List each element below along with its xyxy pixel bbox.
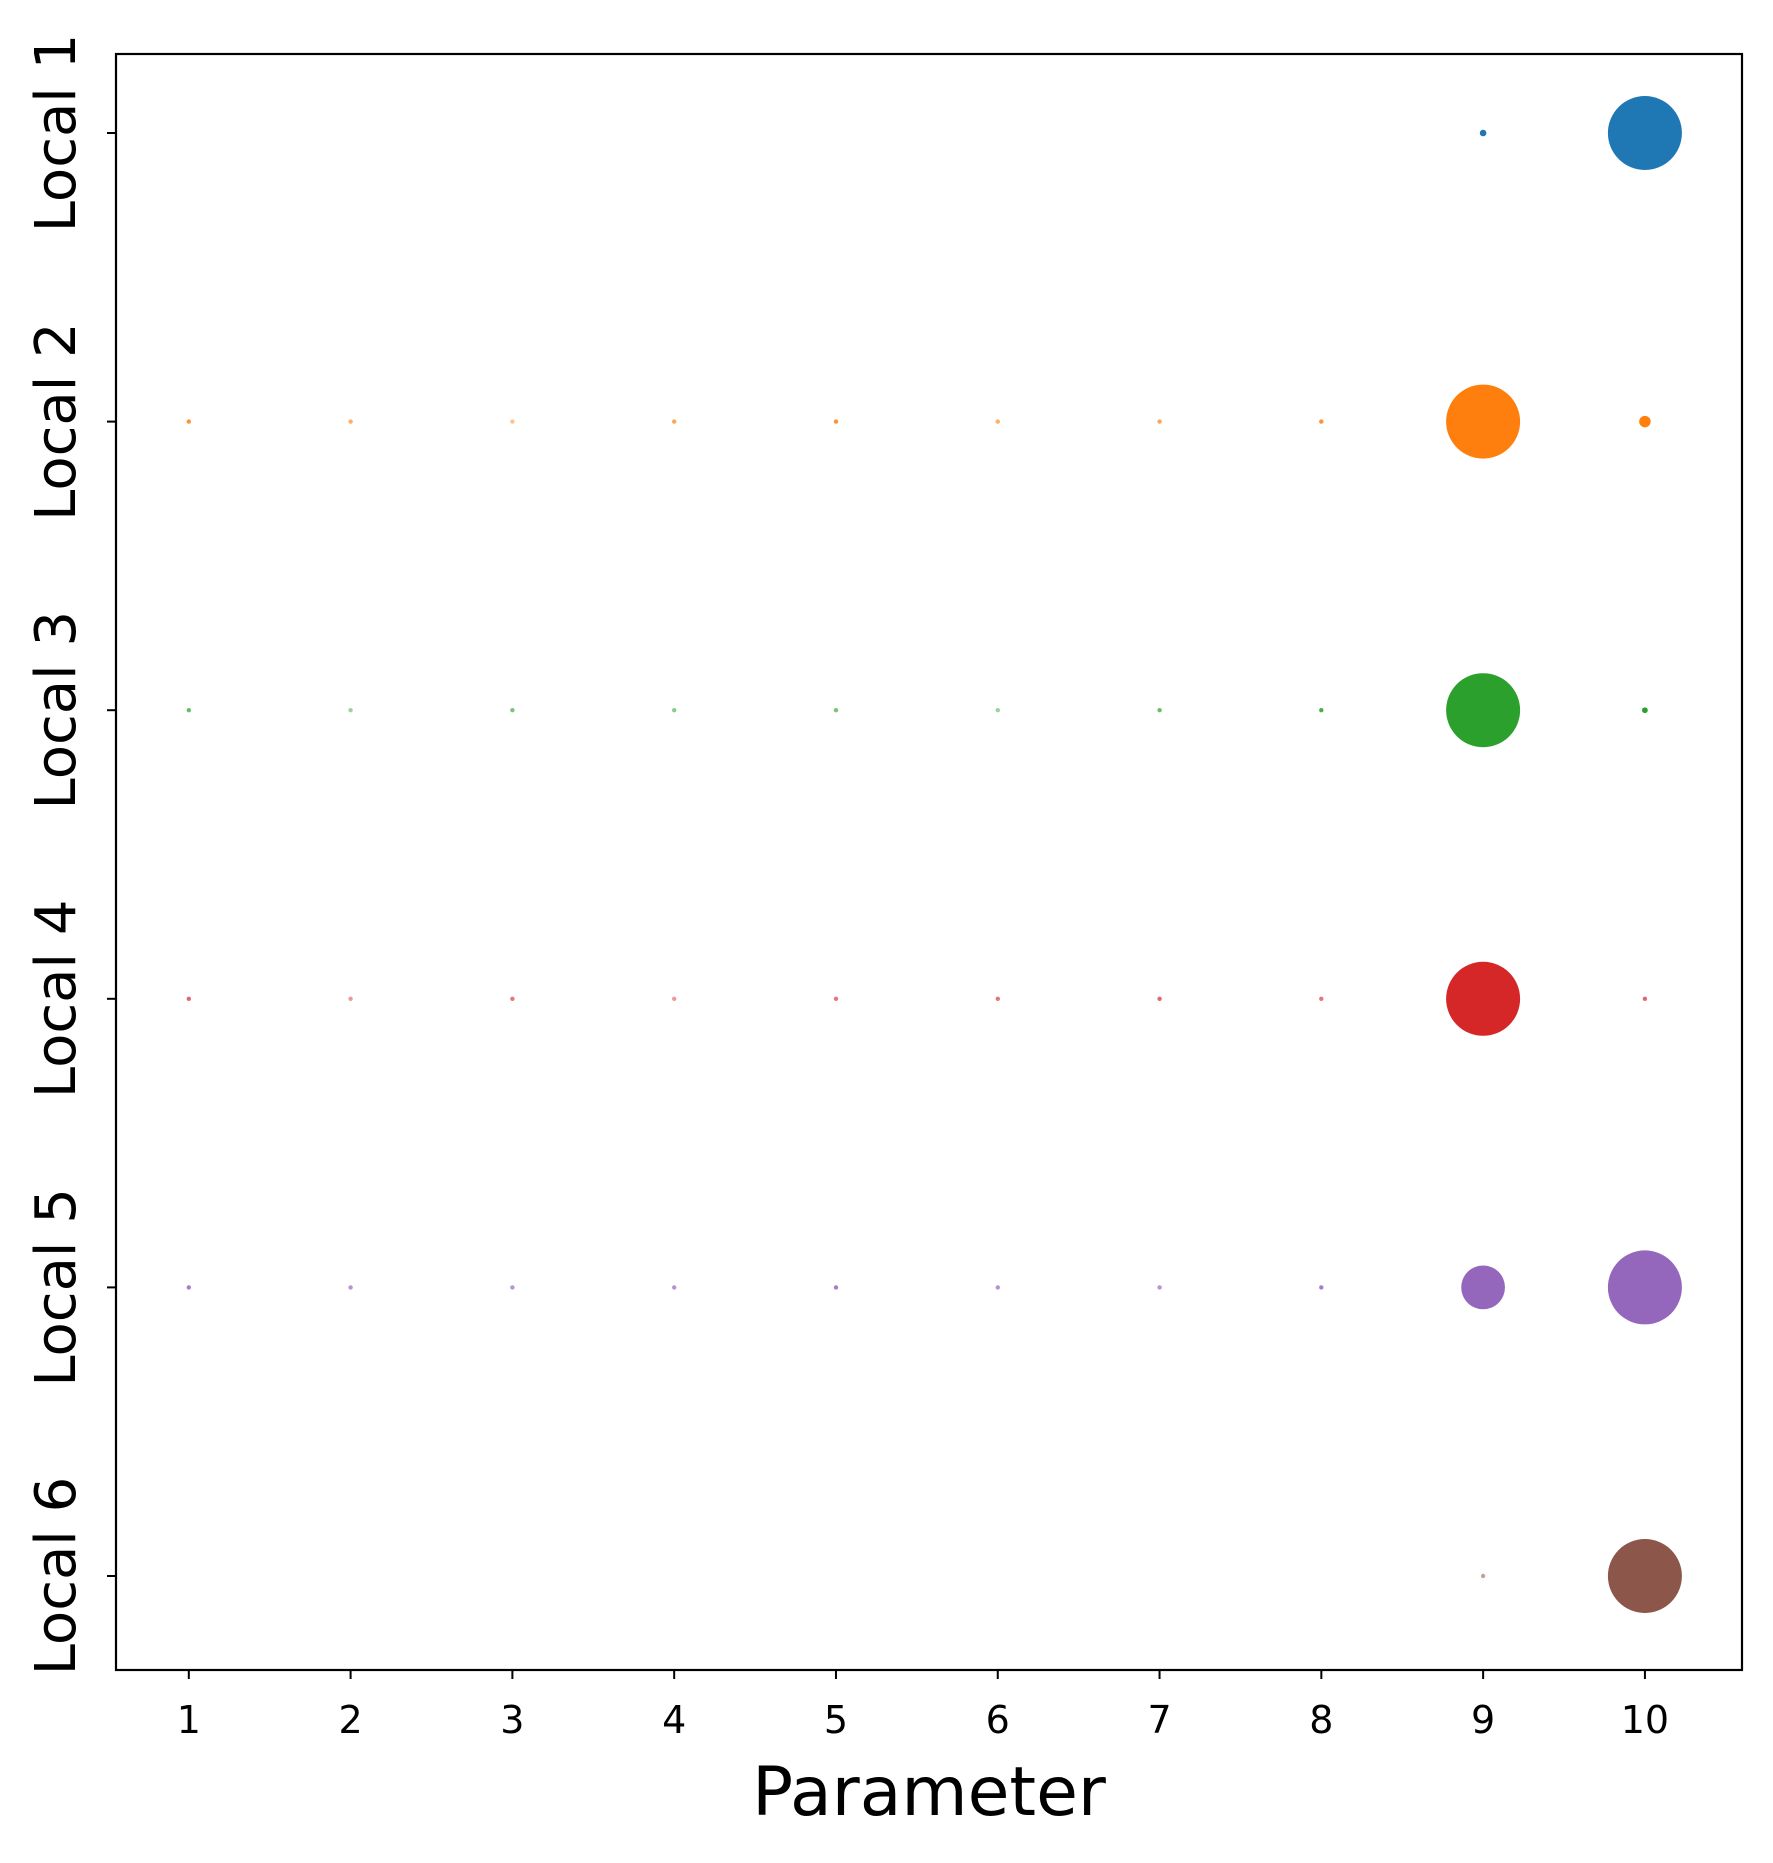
x-tick-label: 6	[986, 1698, 1010, 1742]
x-tick-label: 3	[500, 1698, 524, 1742]
x-tick-label: 5	[824, 1698, 848, 1742]
data-point	[995, 419, 1000, 424]
data-point	[1319, 419, 1324, 424]
data-point	[186, 708, 191, 713]
x-tick-label: 10	[1621, 1698, 1669, 1742]
data-point	[510, 708, 515, 713]
data-point	[1319, 996, 1324, 1001]
y-tick-label: Local 3	[24, 611, 89, 810]
x-tick-label: 8	[1309, 1698, 1333, 1742]
data-point	[995, 1285, 1000, 1290]
data-point	[186, 996, 191, 1001]
x-tick-label: 7	[1147, 1698, 1171, 1742]
data-point	[833, 1285, 839, 1290]
y-axis: Local 1 Local 2 Local 3 Local 4 Local 5 Local…	[24, 34, 116, 1676]
y-tick-label: Local 6	[24, 1477, 89, 1676]
data-point	[510, 1285, 515, 1290]
data-point	[995, 996, 1000, 1001]
plot-frame	[114, 52, 1744, 1672]
data-point	[1446, 673, 1521, 748]
data-point	[833, 708, 839, 713]
data-point	[510, 419, 515, 424]
data-point	[1157, 419, 1162, 424]
data-point	[672, 419, 677, 424]
data-point	[1607, 1250, 1682, 1325]
data-point	[1607, 1539, 1682, 1613]
x-tick-label: 9	[1471, 1698, 1495, 1742]
y-tick-label: Local 4	[24, 900, 89, 1099]
x-tick-label: 2	[339, 1698, 363, 1742]
data-point	[348, 996, 353, 1001]
data-point	[1461, 1265, 1505, 1310]
x-tick-label: 1	[177, 1698, 201, 1742]
data-point	[1639, 415, 1651, 428]
data-point	[995, 708, 1000, 713]
data-point	[1319, 1285, 1324, 1290]
data-point	[833, 996, 839, 1001]
y-tick-label: Local 2	[24, 322, 89, 521]
data-point	[1479, 129, 1487, 137]
x-axis-label: Parameter	[752, 1753, 1106, 1832]
y-tick-label: Local 1	[24, 34, 89, 233]
data-point	[672, 1285, 677, 1290]
data-point	[833, 419, 839, 424]
data-point	[1157, 1285, 1162, 1290]
data-point	[1157, 996, 1162, 1001]
data-point	[510, 996, 515, 1001]
data-point	[1319, 708, 1324, 713]
data-point	[1157, 708, 1162, 713]
data-point	[348, 419, 353, 424]
y-tick-label: Local 5	[24, 1188, 89, 1387]
data-point	[1446, 961, 1521, 1036]
data-point	[672, 708, 677, 713]
data-point	[1480, 1573, 1486, 1579]
x-axis: 1 2 3 4 5 6 7 8 9 10	[177, 1670, 1669, 1742]
data-point	[1642, 996, 1648, 1001]
data-point	[186, 419, 191, 424]
data-point	[1446, 384, 1521, 459]
marker-layer	[186, 96, 1682, 1613]
data-point	[1607, 96, 1682, 170]
data-point	[348, 1285, 353, 1290]
data-point	[348, 708, 353, 713]
x-tick-label: 4	[662, 1698, 686, 1742]
data-point	[1642, 707, 1648, 714]
data-point	[186, 1285, 191, 1290]
data-point	[672, 996, 677, 1001]
